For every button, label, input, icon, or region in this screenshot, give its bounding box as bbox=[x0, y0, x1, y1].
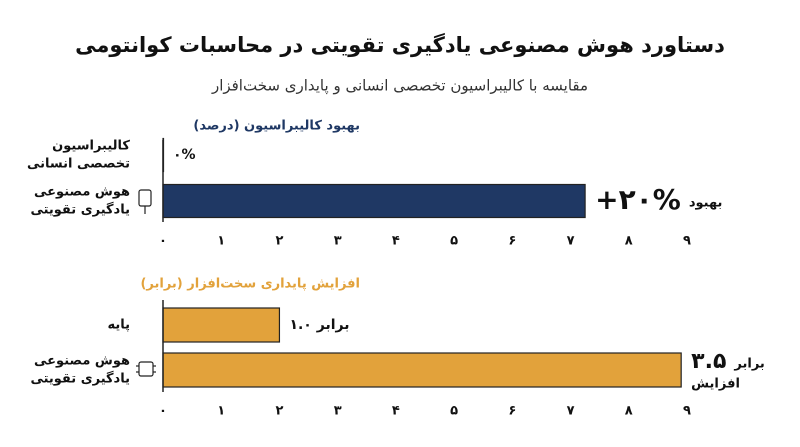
panel-title: بهبود کالیبراسیون (درصد) bbox=[193, 119, 360, 134]
category-label: تخصصی انسانی bbox=[27, 157, 130, 172]
bar bbox=[162, 307, 281, 343]
data-label-unit: بهبود bbox=[689, 196, 723, 211]
x-tick-label: ۴ bbox=[392, 234, 400, 249]
x-tick-label: ۴ bbox=[392, 404, 400, 419]
x-tick-label: ۱ bbox=[217, 234, 225, 249]
data-label: ۳.۵ bbox=[691, 349, 726, 374]
category-label: هوش مصنوعی bbox=[34, 185, 130, 200]
chart-title: دستاورد هوش مصنوعی یادگیری تقویتی در محا… bbox=[75, 32, 725, 57]
x-tick-label: ۷ bbox=[567, 234, 575, 249]
chart-subtitle: مقایسه با کالیبراسیون تخصصی انسانی و پای… bbox=[211, 77, 588, 96]
data-label: +۲۰% bbox=[595, 183, 681, 216]
x-tick-label: ۱ bbox=[217, 404, 225, 419]
x-tick-label: ۰ bbox=[159, 234, 167, 249]
bar bbox=[162, 352, 682, 388]
data-label: ۱.۰ برابر bbox=[289, 317, 349, 333]
x-tick-label: ۹ bbox=[683, 234, 691, 249]
data-label-unit: برابر bbox=[733, 357, 764, 372]
x-tick-label: ۳ bbox=[334, 404, 342, 419]
bar bbox=[162, 183, 586, 219]
category-label: یادگیری تقویتی bbox=[30, 202, 130, 218]
x-tick-label: ۳ bbox=[334, 234, 342, 249]
x-tick-label: ۲ bbox=[275, 234, 283, 249]
x-tick-label: ۹ bbox=[683, 404, 691, 419]
panel-title: افزایش پایداری سخت‌افزار (برابر) bbox=[140, 277, 360, 292]
x-tick-label: ۶ bbox=[508, 234, 516, 249]
x-tick-label: ۵ bbox=[450, 404, 458, 419]
data-label: ۰% bbox=[173, 147, 196, 163]
x-tick-label: ۶ bbox=[508, 404, 516, 419]
x-tick-label: ۰ bbox=[159, 404, 167, 419]
ai-icon bbox=[136, 189, 156, 377]
x-tick-label: ۵ bbox=[450, 234, 458, 249]
data-label-sub: افزایش bbox=[691, 377, 740, 392]
category-label: یادگیری تقویتی bbox=[30, 371, 130, 387]
x-tick-label: ۸ bbox=[625, 404, 633, 419]
x-tick-label: ۸ bbox=[625, 234, 633, 249]
category-label: کالیبراسیون bbox=[52, 139, 130, 154]
x-tick-label: ۷ bbox=[567, 404, 575, 419]
x-tick-label: ۲ bbox=[275, 404, 283, 419]
category-label: پایه bbox=[107, 318, 130, 333]
category-label: هوش مصنوعی bbox=[34, 354, 130, 369]
